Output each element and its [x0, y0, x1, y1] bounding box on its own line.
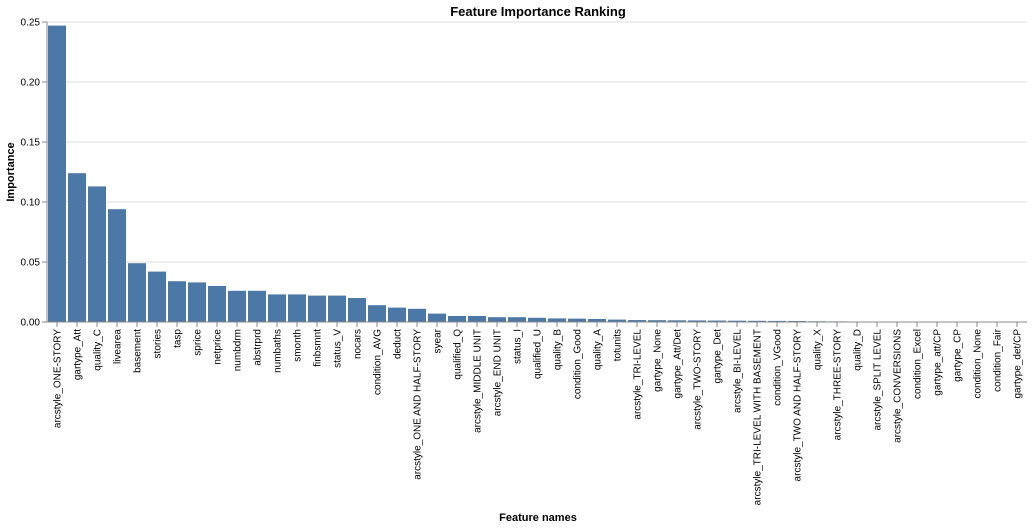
x-tick-label: status_V — [333, 329, 344, 368]
x-axis-title: Feature names — [499, 512, 577, 524]
x-tick-label: sprice — [193, 329, 204, 356]
x-tick-label: basement — [133, 329, 144, 373]
x-tick-label: arcstyle_MIDDLE UNIT — [473, 329, 484, 433]
x-tick-label: arcstyle_TRI-LEVEL WITH BASEMENT — [753, 329, 764, 505]
bar — [348, 298, 366, 322]
bar — [228, 290, 246, 322]
bar — [548, 318, 566, 322]
x-tick-label: gartype_Att — [73, 329, 84, 380]
bar — [748, 320, 766, 322]
x-tick-label: arcstyle_ONE-STORY — [53, 329, 64, 428]
bar — [608, 319, 626, 322]
x-tick-label: gartype_att/CP — [933, 329, 944, 396]
x-tick-label: quality_D — [853, 329, 864, 371]
bar — [208, 286, 226, 322]
x-tick-label: condition_None — [973, 329, 984, 399]
y-tick-label: 0.15 — [21, 138, 41, 149]
x-tick-label: arcstyle_END UNIT — [493, 329, 504, 416]
y-tick-label: 0.05 — [21, 258, 41, 269]
y-tick-label: 0.20 — [21, 78, 41, 89]
x-tick-label: arcstyle_TWO-STORY — [693, 329, 704, 430]
x-tick-label: finbsmnt — [313, 329, 324, 367]
x-tick-label: arcstyle_ONE AND HALF-STORY — [413, 329, 424, 480]
x-tick-label: qualified_U — [533, 329, 544, 379]
bars — [48, 25, 1026, 322]
x-tick-label: qualified_Q — [453, 329, 464, 380]
bar — [328, 295, 346, 322]
y-tick-label: 0.10 — [21, 198, 41, 209]
bar — [628, 320, 646, 322]
chart-title: Feature Importance Ranking — [450, 4, 626, 19]
x-tick-label: arcstyle_TRI-LEVEL — [633, 329, 644, 420]
x-tick-label: arcstyle_SPLIT LEVEL — [873, 329, 884, 431]
bar — [688, 320, 706, 322]
x-tick-label: stories — [153, 329, 164, 358]
x-tick-label: quality_A — [593, 329, 604, 370]
x-tick-label: quality_C — [93, 329, 104, 371]
bar — [188, 282, 206, 322]
axes: 0.00 0.05 0.10 0.15 0.20 0.25 arcstyle_ONE-STO… — [21, 18, 1027, 505]
x-tick-label: livearea — [113, 329, 124, 364]
x-tick-label: numbaths — [273, 329, 284, 373]
bar — [128, 263, 146, 322]
x-tick-label: quality_X — [813, 329, 824, 370]
x-tick-label: netprice — [213, 329, 224, 365]
bar — [268, 294, 286, 322]
y-tick-label: 0.00 — [21, 318, 41, 329]
x-tick-label: smonth — [293, 329, 304, 362]
x-tick-label: arcstyle_THREE-STORY — [833, 329, 844, 441]
x-tick-label: condition_Fair — [993, 328, 1004, 391]
x-tick-label: gartype_CP — [953, 329, 964, 382]
bar — [728, 320, 746, 322]
bar — [428, 313, 446, 322]
bar — [448, 316, 466, 322]
x-tick-label: abstrprd — [253, 329, 264, 366]
x-tick-label: gartype_None — [653, 329, 664, 392]
bar — [508, 317, 526, 322]
x-tick-label: arcstyle_TWO AND HALF-STORY — [793, 329, 804, 482]
x-tick-label: gartype_Det — [713, 329, 724, 384]
x-tick-label: gartype_det/CP — [1013, 329, 1024, 399]
bar — [768, 320, 786, 322]
x-tick-label: gartype_Att/Det — [673, 329, 684, 399]
bar — [708, 320, 726, 322]
x-tick-label: syear — [433, 328, 444, 353]
x-tick-label: condition_Good — [573, 329, 584, 399]
bar — [48, 25, 66, 322]
bar — [168, 281, 186, 322]
bar — [308, 295, 326, 322]
x-tick-label: nocars — [353, 329, 364, 359]
bar — [368, 305, 386, 322]
bar — [528, 317, 546, 322]
bar — [408, 308, 426, 322]
bar — [588, 319, 606, 322]
x-tick-label: quality_B — [553, 329, 564, 370]
bar — [108, 209, 126, 322]
x-tick-label: condition_VGood — [773, 329, 784, 406]
bar — [648, 320, 666, 322]
x-tick-label: status_I — [513, 329, 524, 364]
bar — [468, 316, 486, 322]
bar — [668, 320, 686, 322]
x-tick-label: deduct — [393, 329, 404, 359]
x-tick-label: arcstyle_CONVERSIONS — [893, 329, 904, 443]
bar — [388, 307, 406, 322]
x-tick-label: tasp — [173, 329, 184, 348]
bar — [568, 318, 586, 322]
bar — [68, 173, 86, 322]
y-axis-title: Importance — [5, 142, 17, 201]
bar — [88, 186, 106, 322]
bar — [488, 317, 506, 322]
x-tick-label: totunits — [613, 329, 624, 361]
bar — [248, 290, 266, 322]
x-tick-label: arcstyle_BI-LEVEL — [733, 329, 744, 413]
x-tick-label: condition_AVG — [373, 329, 384, 395]
bar — [288, 294, 306, 322]
x-tick-label: condition_Excel — [913, 329, 924, 399]
gridlines — [47, 21, 1027, 323]
y-tick-label: 0.25 — [21, 18, 41, 29]
bar — [148, 271, 166, 322]
x-tick-label: numbdrm — [233, 329, 244, 371]
